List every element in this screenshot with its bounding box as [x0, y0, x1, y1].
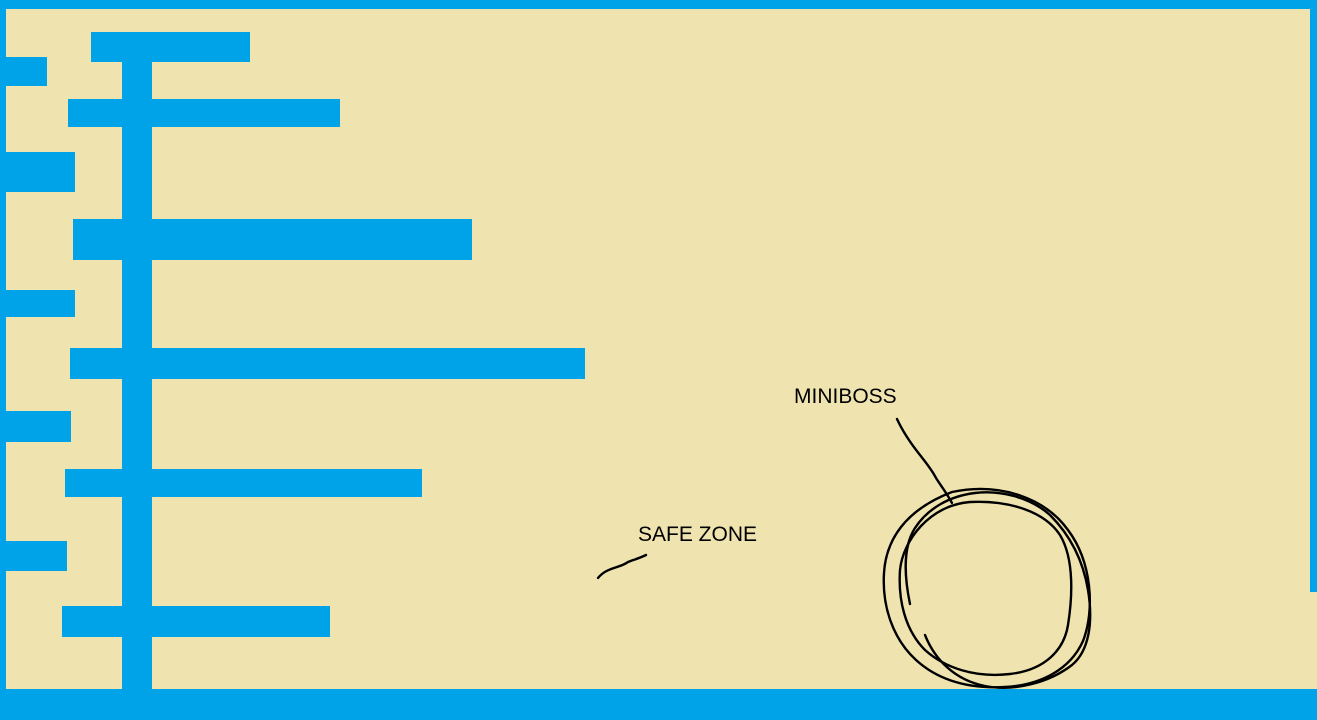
- platform: [68, 99, 340, 127]
- top-wall: [0, 0, 1317, 9]
- miniboss-circle: [904, 491, 1092, 689]
- right-wall: [1310, 0, 1317, 592]
- platform: [91, 32, 250, 62]
- platform: [73, 219, 472, 260]
- platform: [70, 348, 585, 379]
- wall-ledge: [0, 290, 75, 317]
- miniboss-circle: [898, 500, 1073, 676]
- safe-zone-label: SAFE ZONE: [638, 523, 757, 546]
- wall-ledge: [0, 411, 71, 442]
- floor: [0, 689, 1317, 720]
- miniboss-label: MINIBOSS: [794, 385, 897, 408]
- safe-zone-pointer: [596, 553, 648, 580]
- platform: [62, 606, 330, 637]
- left-wall: [0, 0, 6, 720]
- platform: [65, 469, 422, 497]
- wall-ledge: [0, 541, 67, 571]
- wall-ledge: [0, 57, 47, 86]
- wall-ledge: [0, 152, 75, 192]
- miniboss-pointer: [895, 417, 954, 505]
